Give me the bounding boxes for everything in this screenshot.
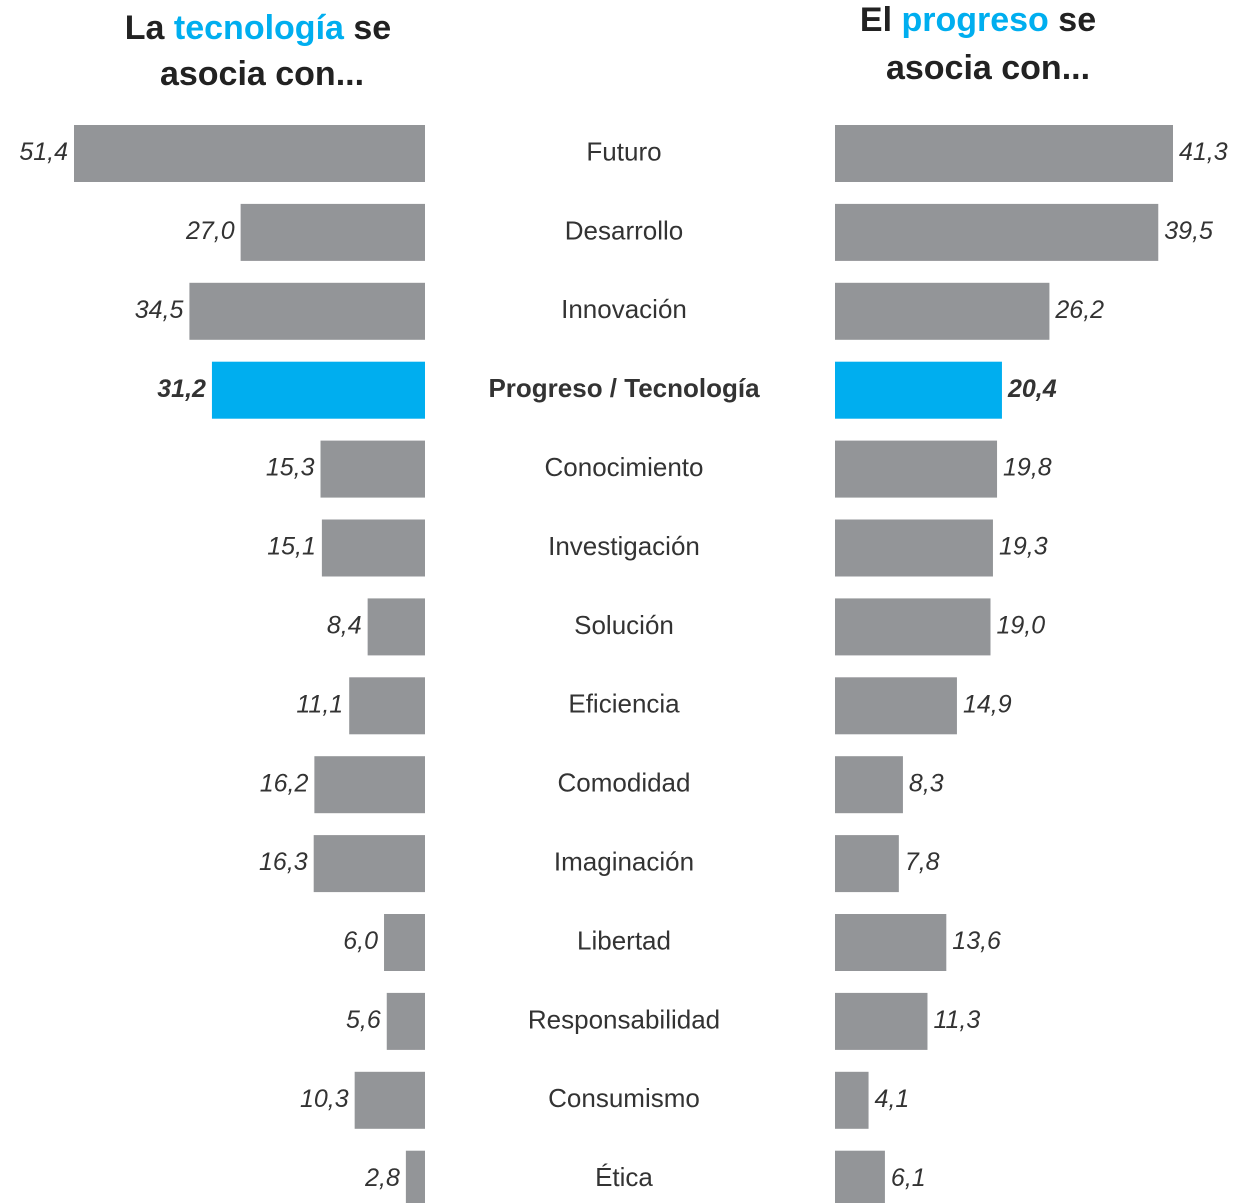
left-title-line2: asocia con... xyxy=(160,55,364,93)
value-label: 11,3 xyxy=(933,1006,980,1034)
bar xyxy=(321,519,425,577)
left-title: La tecnología se xyxy=(125,9,391,47)
value-label: 20,4 xyxy=(1007,375,1057,403)
bar xyxy=(354,1071,425,1129)
bar xyxy=(835,1071,869,1129)
right-title-line2: asocia con... xyxy=(886,49,1090,87)
bar xyxy=(74,125,425,182)
value-label: 6,1 xyxy=(891,1164,926,1192)
bar xyxy=(835,519,993,577)
title-highlight: progreso xyxy=(901,1,1048,39)
value-label: 31,2 xyxy=(157,375,206,403)
bar xyxy=(405,1150,425,1203)
value-label: 34,5 xyxy=(135,296,184,324)
value-label: 16,2 xyxy=(260,769,309,797)
category-label: Responsabilidad xyxy=(528,1004,720,1034)
category-label: Solución xyxy=(574,610,674,640)
value-label: 27,0 xyxy=(185,217,235,245)
bar xyxy=(313,835,425,893)
value-label: 19,3 xyxy=(999,533,1048,561)
title-part: se xyxy=(1058,1,1096,39)
bar xyxy=(835,992,928,1050)
value-label: 15,3 xyxy=(266,454,315,482)
value-label: 14,9 xyxy=(963,690,1012,718)
category-label: Comodidad xyxy=(558,768,691,798)
category-label: Ética xyxy=(595,1162,653,1192)
bar xyxy=(835,203,1159,261)
bar xyxy=(835,677,957,735)
value-label: 41,3 xyxy=(1179,138,1228,166)
value-label: 6,0 xyxy=(343,927,378,955)
bar xyxy=(835,835,899,893)
bar xyxy=(314,756,425,814)
value-label: 19,0 xyxy=(996,612,1045,640)
value-label: 19,8 xyxy=(1003,454,1052,482)
value-label: 8,3 xyxy=(909,769,944,797)
bar xyxy=(349,677,425,735)
value-label: 10,3 xyxy=(300,1085,349,1113)
bar xyxy=(240,203,425,261)
bar xyxy=(211,361,425,419)
bar xyxy=(320,440,425,498)
value-label: 39,5 xyxy=(1164,217,1213,245)
bar xyxy=(835,125,1173,182)
bar xyxy=(835,756,903,814)
bar xyxy=(189,282,425,340)
bar xyxy=(835,914,947,971)
category-label: Investigación xyxy=(548,531,700,561)
bar xyxy=(386,992,425,1050)
value-label: 51,4 xyxy=(19,138,68,166)
category-label: Libertad xyxy=(577,925,671,955)
right-title: El progreso se xyxy=(860,1,1096,39)
bar xyxy=(835,440,998,498)
value-label: 5,6 xyxy=(346,1006,381,1034)
title-part: El xyxy=(860,1,892,39)
value-label: 4,1 xyxy=(875,1085,910,1113)
title-highlight: tecnología xyxy=(174,9,345,47)
bar xyxy=(384,914,425,971)
value-label: 13,6 xyxy=(952,927,1001,955)
bar xyxy=(835,361,1002,419)
category-label: Imaginación xyxy=(554,846,694,876)
category-label: Eficiencia xyxy=(568,689,680,719)
value-label: 16,3 xyxy=(259,848,308,876)
category-label: Innovación xyxy=(561,294,687,324)
bar xyxy=(835,282,1050,340)
value-label: 11,1 xyxy=(296,690,343,718)
bar xyxy=(367,598,425,656)
category-label: Progreso / Tecnología xyxy=(488,373,760,403)
value-label: 7,8 xyxy=(905,848,940,876)
bar xyxy=(835,598,991,656)
title-part: se xyxy=(353,9,391,47)
category-label: Consumismo xyxy=(548,1083,700,1113)
value-label: 15,1 xyxy=(267,533,316,561)
category-label: Futuro xyxy=(586,136,661,166)
category-label: Desarrollo xyxy=(565,215,684,245)
value-label: 26,2 xyxy=(1054,296,1104,324)
value-label: 2,8 xyxy=(364,1164,400,1192)
value-label: 8,4 xyxy=(327,612,362,640)
bar xyxy=(835,1150,885,1203)
title-part: La xyxy=(125,9,166,47)
category-label: Conocimiento xyxy=(545,452,704,482)
